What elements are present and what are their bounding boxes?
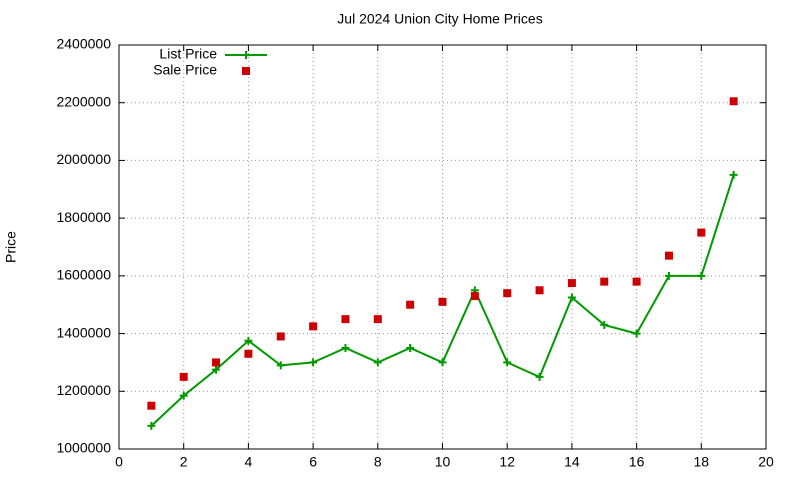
data-point: [309, 322, 318, 331]
data-point: [664, 251, 673, 260]
data-point: [406, 344, 415, 352]
data-point: [147, 401, 156, 410]
x-tick-label: 6: [309, 454, 317, 470]
legend-marker: [242, 51, 250, 59]
y-tick-label: 2000000: [56, 151, 111, 167]
y-tick-label: 1600000: [56, 267, 111, 283]
y-tick-label: 1200000: [56, 382, 111, 398]
plot-frame: [118, 44, 767, 450]
x-tick-label: 12: [499, 454, 515, 470]
data-point: [503, 289, 512, 298]
y-tick-label: 2200000: [56, 93, 111, 109]
data-point: [179, 372, 188, 381]
data-point: [600, 277, 609, 286]
legend-marker: [242, 67, 250, 75]
y-tick-label: 2400000: [56, 36, 111, 52]
data-point: [729, 97, 738, 106]
data-point: [567, 279, 576, 288]
data-point: [632, 329, 641, 338]
data-point: [600, 320, 609, 329]
data-point: [438, 297, 447, 306]
data-point: [373, 315, 382, 324]
x-tick-label: 10: [435, 454, 451, 470]
legend-label: Sale Price: [153, 62, 217, 78]
data-point: [341, 315, 350, 324]
data-point: [632, 277, 641, 286]
data-point: [438, 358, 447, 367]
data-point: [406, 300, 415, 309]
data-point: [276, 361, 285, 370]
data-point: [697, 228, 706, 237]
data-point: [309, 358, 318, 367]
data-point: [697, 271, 706, 280]
x-tick-label: 14: [564, 454, 580, 470]
y-tick-label: 1400000: [56, 324, 111, 340]
data-point: [179, 391, 188, 400]
data-point: [341, 344, 350, 352]
x-tick-label: 4: [245, 454, 253, 470]
data-point: [567, 293, 576, 302]
data-point: [212, 358, 221, 367]
data-point: [212, 365, 221, 374]
data-point: [244, 336, 253, 345]
data-point: [276, 332, 285, 341]
data-point: [535, 372, 544, 381]
data-point: [147, 421, 156, 430]
x-tick-label: 2: [180, 454, 188, 470]
y-tick-label: 1000000: [56, 440, 111, 456]
chart-title: Jul 2024 Union City Home Prices: [337, 11, 542, 27]
y-axis-label: Price: [3, 231, 19, 263]
data-point: [535, 286, 544, 295]
data-point: [470, 292, 479, 301]
x-tick-label: 16: [629, 454, 645, 470]
x-tick-label: 18: [694, 454, 710, 470]
data-point: [373, 358, 382, 367]
y-tick-label: 1800000: [56, 209, 111, 225]
legend-label: List Price: [159, 46, 217, 62]
data-point: [244, 349, 253, 358]
data-point: [729, 170, 738, 179]
x-tick-label: 0: [115, 454, 123, 470]
data-point: [664, 271, 673, 280]
x-tick-label: 20: [758, 454, 774, 470]
data-point: [503, 358, 512, 367]
x-tick-label: 8: [374, 454, 382, 470]
